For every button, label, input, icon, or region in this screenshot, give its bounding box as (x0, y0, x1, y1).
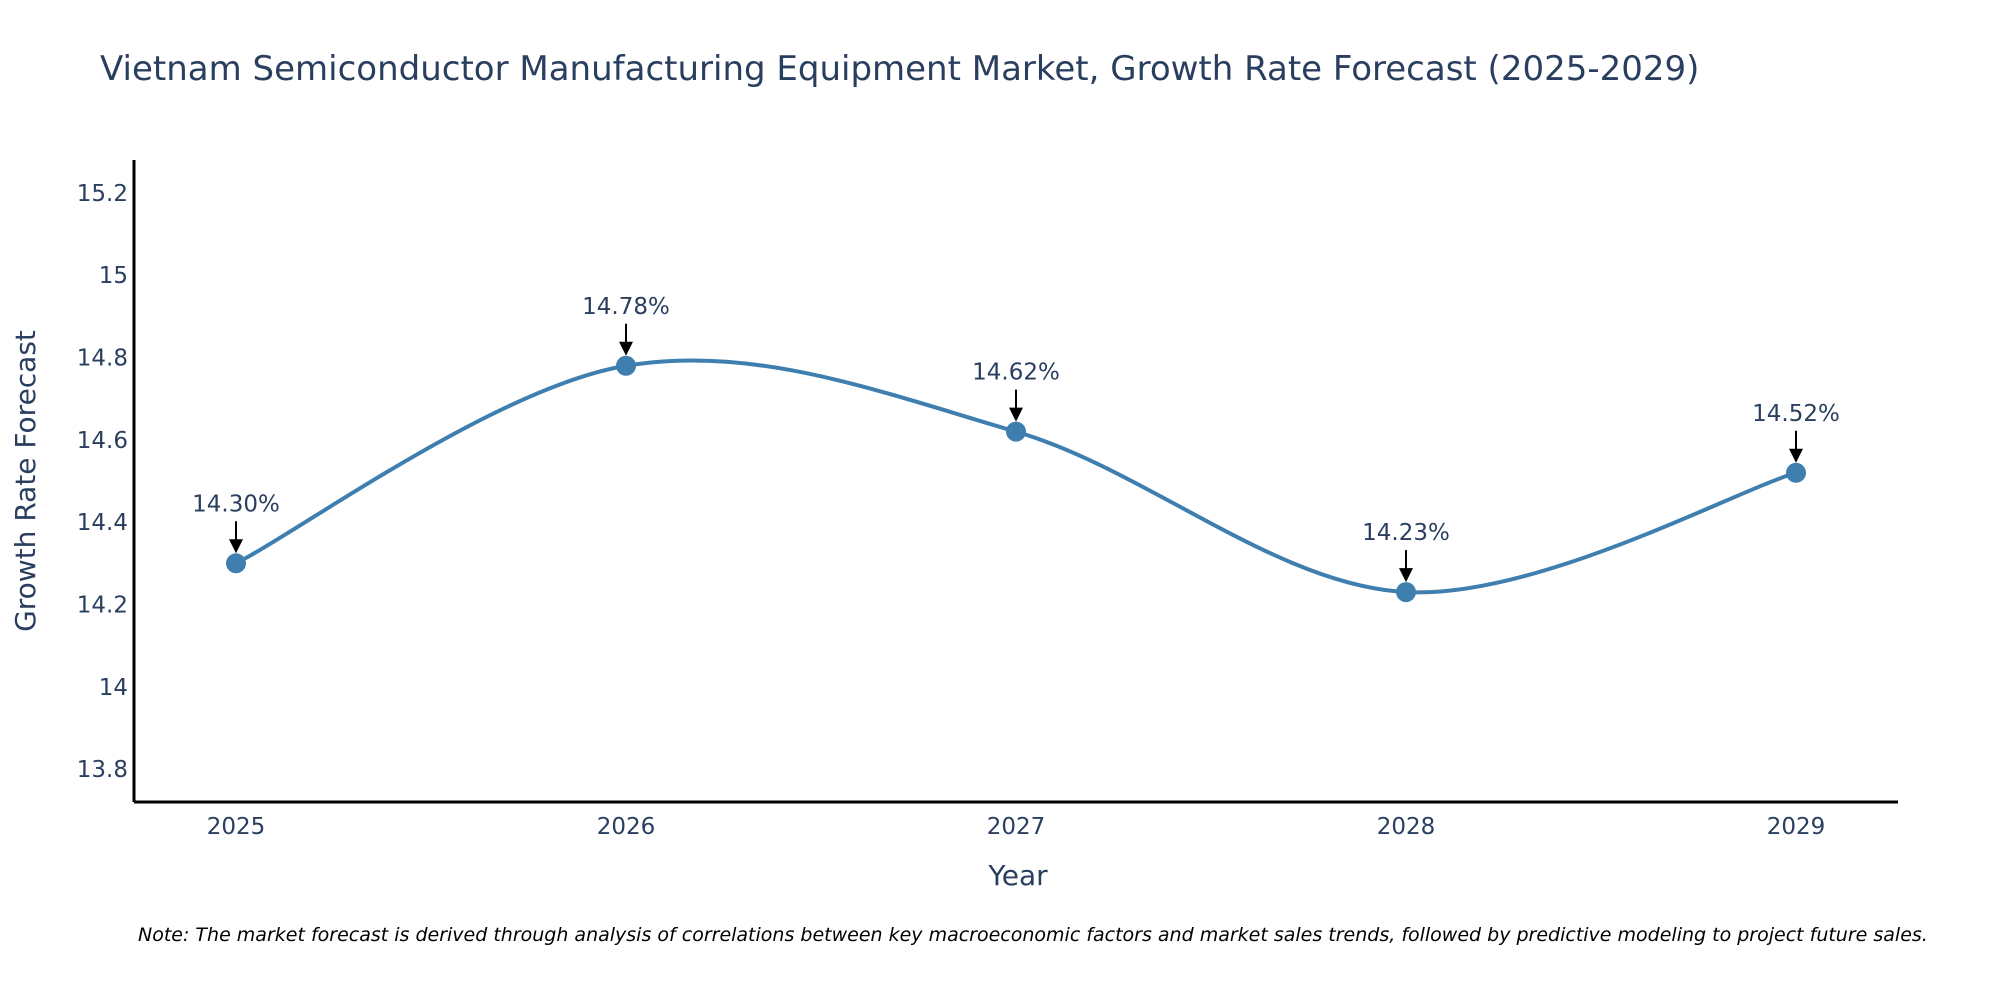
data-point-2028 (1396, 582, 1416, 603)
data-labels: 14.30% 14.78% 14.62% 14.23% 14.52% (192, 294, 1840, 583)
data-point-2027 (1006, 421, 1026, 442)
data-label: 14.30% (192, 491, 280, 517)
x-axis-ticks: 2025 2026 2027 2028 2029 (207, 814, 1826, 840)
data-label: 14.62% (972, 360, 1060, 386)
chart-title: Vietnam Semiconductor Manufacturing Equi… (100, 49, 1699, 89)
data-point-2029 (1786, 462, 1806, 483)
x-tick-label: 2026 (597, 814, 656, 840)
annotation-arrowhead (229, 539, 243, 554)
data-label: 14.78% (582, 294, 670, 320)
y-tick-label: 13.8 (77, 757, 128, 783)
y-tick-label: 14.4 (77, 510, 128, 536)
data-points (226, 355, 1806, 603)
y-axis-ticks: 13.8 14 14.2 14.4 14.6 14.8 15 15.2 (77, 181, 128, 783)
annotation-arrowhead (1009, 407, 1023, 422)
y-tick-label: 14 (99, 675, 128, 701)
y-tick-label: 14.2 (77, 592, 128, 618)
y-tick-label: 14.8 (77, 346, 128, 372)
x-tick-label: 2025 (207, 814, 266, 840)
data-label: 14.52% (1752, 401, 1840, 427)
annotation-arrowhead (1399, 568, 1413, 583)
annotation-arrowhead (619, 341, 633, 356)
data-point-2025 (226, 553, 246, 574)
x-tick-label: 2027 (987, 814, 1046, 840)
chart-note: Note: The market forecast is derived thr… (138, 924, 1928, 946)
data-label: 14.23% (1362, 520, 1450, 546)
data-point-2026 (616, 355, 636, 376)
x-tick-label: 2029 (1767, 814, 1826, 840)
x-tick-label: 2028 (1377, 814, 1436, 840)
y-tick-label: 15 (99, 263, 128, 289)
y-tick-label: 15.2 (77, 181, 128, 207)
y-tick-label: 14.6 (77, 428, 128, 454)
y-axis-label: Growth Rate Forecast (9, 330, 42, 632)
annotation-arrowhead (1789, 448, 1803, 463)
x-axis-label: Year (987, 859, 1048, 892)
